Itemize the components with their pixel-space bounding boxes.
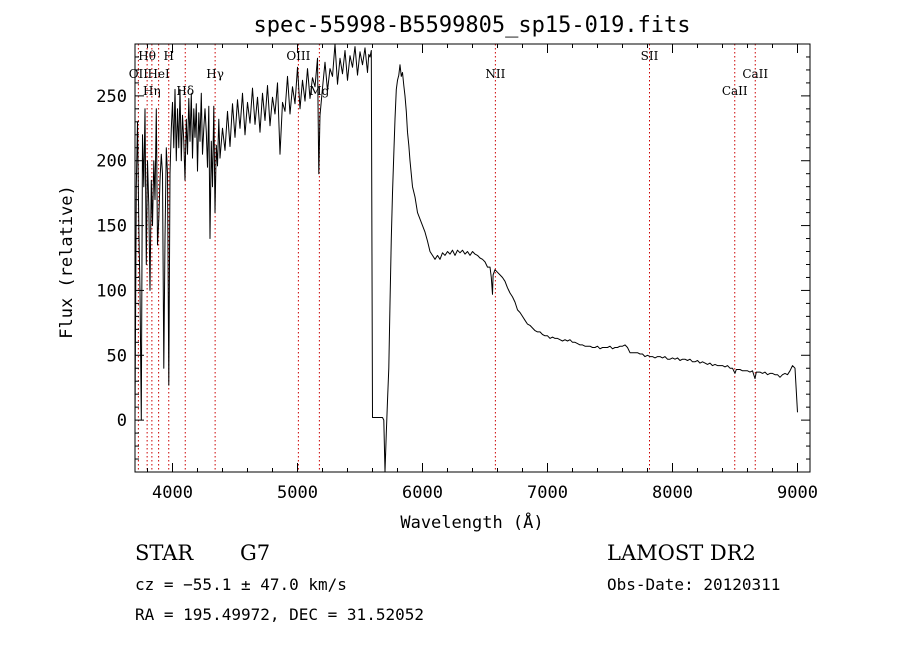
spectral-line-label-1: H <box>164 49 174 63</box>
chart-title: spec-55998-B5599805_sp15-019.fits <box>253 13 690 38</box>
x-tick-label-7000: 7000 <box>527 483 568 503</box>
x-axis-label: Wavelength (Å) <box>400 511 543 533</box>
spectral-line-label-10: SII <box>641 49 659 63</box>
spectral-line-markers <box>137 44 756 472</box>
spectral-line-label-9: NII <box>485 67 505 81</box>
spectral-line-label-7: OIII <box>286 49 310 63</box>
observation-date: Obs-Date: 20120311 <box>607 575 780 594</box>
y-axis-ticks: 0 50 100 150 200 250 <box>96 56 810 460</box>
x-tick-label-4000: 4000 <box>152 483 193 503</box>
x-tick-label-6000: 6000 <box>402 483 443 503</box>
object-subclass: G7 <box>240 541 270 565</box>
series-line-spectrum <box>134 43 798 473</box>
y-tick-label-250: 250 <box>96 87 127 107</box>
spectral-line-label-8: Mg <box>309 84 329 98</box>
sky-coordinates: RA = 195.49972, DEC = 31.52052 <box>135 605 424 624</box>
spectral-line-label-4: Hη <box>143 84 161 98</box>
spectral-line-labels: Hθ H OII HeI Hη Hδ Hγ OIII Mg NII SII CaII CaII <box>129 49 769 98</box>
y-tick-label-0: 0 <box>117 411 127 431</box>
spectral-line-label-11: CaII <box>742 67 768 81</box>
x-tick-label-9000: 9000 <box>777 483 818 503</box>
x-axis-ticks: 4000 5000 6000 7000 8000 9000 <box>147 44 818 503</box>
spectral-line-label-6: Hγ <box>206 67 224 81</box>
y-tick-label-50: 50 <box>107 346 127 366</box>
plot-frame <box>134 43 811 473</box>
y-tick-label-150: 150 <box>96 217 127 237</box>
spectral-line-label-5: Hδ <box>176 84 194 98</box>
y-tick-label-100: 100 <box>96 281 127 301</box>
spectral-line-label-3: HeI <box>147 67 170 81</box>
survey-name: LAMOST DR2 <box>607 541 756 565</box>
redshift-velocity: cz = −55.1 ± 47.0 km/s <box>135 575 347 594</box>
y-tick-label-200: 200 <box>96 152 127 172</box>
spectral-line-label-0: Hθ <box>138 49 156 63</box>
spectral-line-label-2: OII <box>129 67 149 81</box>
object-type: STAR <box>135 541 194 565</box>
x-tick-label-5000: 5000 <box>277 483 318 503</box>
spectral-line-label-12: CaII <box>722 84 748 98</box>
y-axis-label: Flux (relative) <box>57 185 77 339</box>
x-tick-label-8000: 8000 <box>652 483 693 503</box>
